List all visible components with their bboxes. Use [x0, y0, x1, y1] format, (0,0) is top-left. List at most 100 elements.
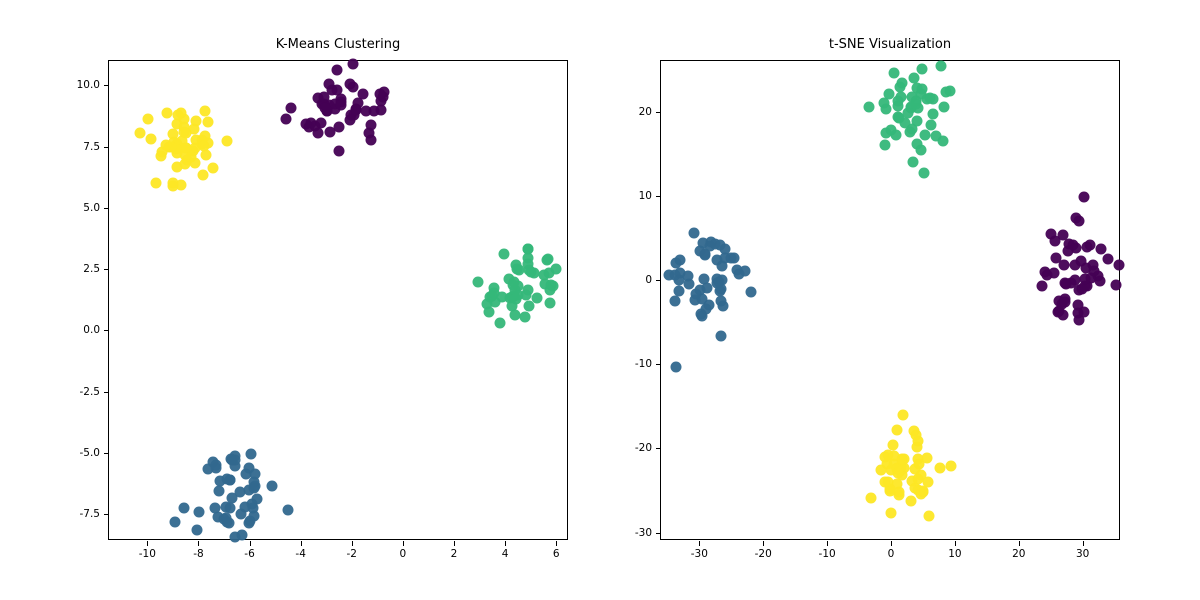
scatter-point [907, 157, 918, 168]
xtick-label: 4 [502, 548, 509, 560]
scatter-point [155, 150, 166, 161]
xtick-label: 10 [948, 548, 961, 560]
scatter-point [1094, 275, 1105, 286]
scatter-point [1096, 243, 1107, 254]
scatter-point [1037, 281, 1048, 292]
ytick-mark [656, 364, 661, 365]
xtick-label: -8 [193, 548, 203, 560]
scatter-point [919, 168, 930, 179]
scatter-point [179, 503, 190, 514]
ytick-mark [656, 280, 661, 281]
scatter-point [202, 117, 213, 128]
scatter-point [696, 308, 707, 319]
scatter-point [701, 282, 712, 293]
xtick-mark [556, 541, 557, 546]
scatter-point [167, 178, 178, 189]
ytick-mark [104, 208, 109, 209]
scatter-point [200, 149, 211, 160]
xtick-mark [198, 541, 199, 546]
ytick-mark [104, 85, 109, 86]
scatter-point [1060, 278, 1071, 289]
xtick-mark [403, 541, 404, 546]
scatter-point [887, 439, 898, 450]
xtick-mark [955, 541, 956, 546]
scatter-point [364, 127, 375, 138]
scatter-point [519, 312, 530, 323]
scatter-point [313, 127, 324, 138]
xtick-label: -20 [755, 548, 772, 560]
scatter-point [194, 507, 205, 518]
scatter-point [910, 464, 921, 475]
scatter-point [894, 490, 905, 501]
scatter-point [866, 492, 877, 503]
xtick-mark [1083, 541, 1084, 546]
scatter-point [1081, 241, 1092, 252]
scatter-point [347, 59, 358, 70]
scatter-point [1075, 255, 1086, 266]
ytick-label: 20 [639, 106, 652, 118]
scatter-point [199, 131, 210, 142]
scatter-point [226, 454, 237, 465]
xtick-label: 2 [451, 548, 458, 560]
scatter-point [332, 64, 343, 75]
scatter-point [244, 463, 255, 474]
scatter-point [170, 517, 181, 528]
scatter-point [374, 88, 385, 99]
ytick-label: 0 [645, 274, 652, 286]
xtick-label: 20 [1012, 548, 1025, 560]
scatter-point [733, 268, 744, 279]
xtick-label: -10 [819, 548, 836, 560]
scatter-point [211, 460, 222, 471]
scatter-point [369, 105, 380, 116]
xtick-mark [250, 541, 251, 546]
scatter-point [1074, 216, 1085, 227]
scatter-point [911, 115, 922, 126]
scatter-point [936, 60, 947, 71]
ytick-label: 7.5 [83, 141, 100, 153]
scatter-point [1042, 270, 1053, 281]
scatter-point [214, 485, 225, 496]
ytick-mark [656, 112, 661, 113]
scatter-point [875, 465, 886, 476]
scatter-point [669, 269, 680, 280]
ytick-mark [104, 514, 109, 515]
scatter-point [928, 94, 939, 105]
scatter-point [1111, 280, 1122, 291]
scatter-point [344, 78, 355, 89]
xtick-mark [147, 541, 148, 546]
scatter-point [891, 424, 902, 435]
scatter-point [1050, 236, 1061, 247]
scatter-point [888, 68, 899, 79]
scatter-point [709, 238, 720, 249]
scatter-point [523, 300, 534, 311]
scatter-point [209, 503, 220, 514]
scatter-point [220, 502, 231, 513]
ytick-label: -7.5 [80, 508, 101, 520]
scatter-point [931, 130, 942, 141]
scatter-point [335, 99, 346, 110]
scatter-point [197, 170, 208, 181]
figure: K-Means Clustering -10-8-6-4-20246-7.5-5… [0, 0, 1200, 600]
scatter-point [324, 79, 335, 90]
tsne-title: t-SNE Visualization [661, 37, 1119, 52]
scatter-point [280, 113, 291, 124]
scatter-point [234, 486, 245, 497]
ytick-label: -30 [635, 527, 652, 539]
xtick-mark [1019, 541, 1020, 546]
ytick-label: 0.0 [83, 324, 100, 336]
scatter-point [221, 135, 232, 146]
scatter-point [716, 330, 727, 341]
scatter-point [897, 409, 908, 420]
scatter-point [916, 63, 927, 74]
ytick-mark [104, 269, 109, 270]
xtick-label: -10 [139, 548, 156, 560]
scatter-point [864, 102, 875, 113]
scatter-point [161, 108, 172, 119]
scatter-point [246, 449, 257, 460]
scatter-point [521, 289, 532, 300]
scatter-point [720, 253, 731, 264]
xtick-label: -4 [295, 548, 305, 560]
scatter-point [318, 92, 329, 103]
ytick-mark [656, 448, 661, 449]
scatter-point [671, 362, 682, 373]
